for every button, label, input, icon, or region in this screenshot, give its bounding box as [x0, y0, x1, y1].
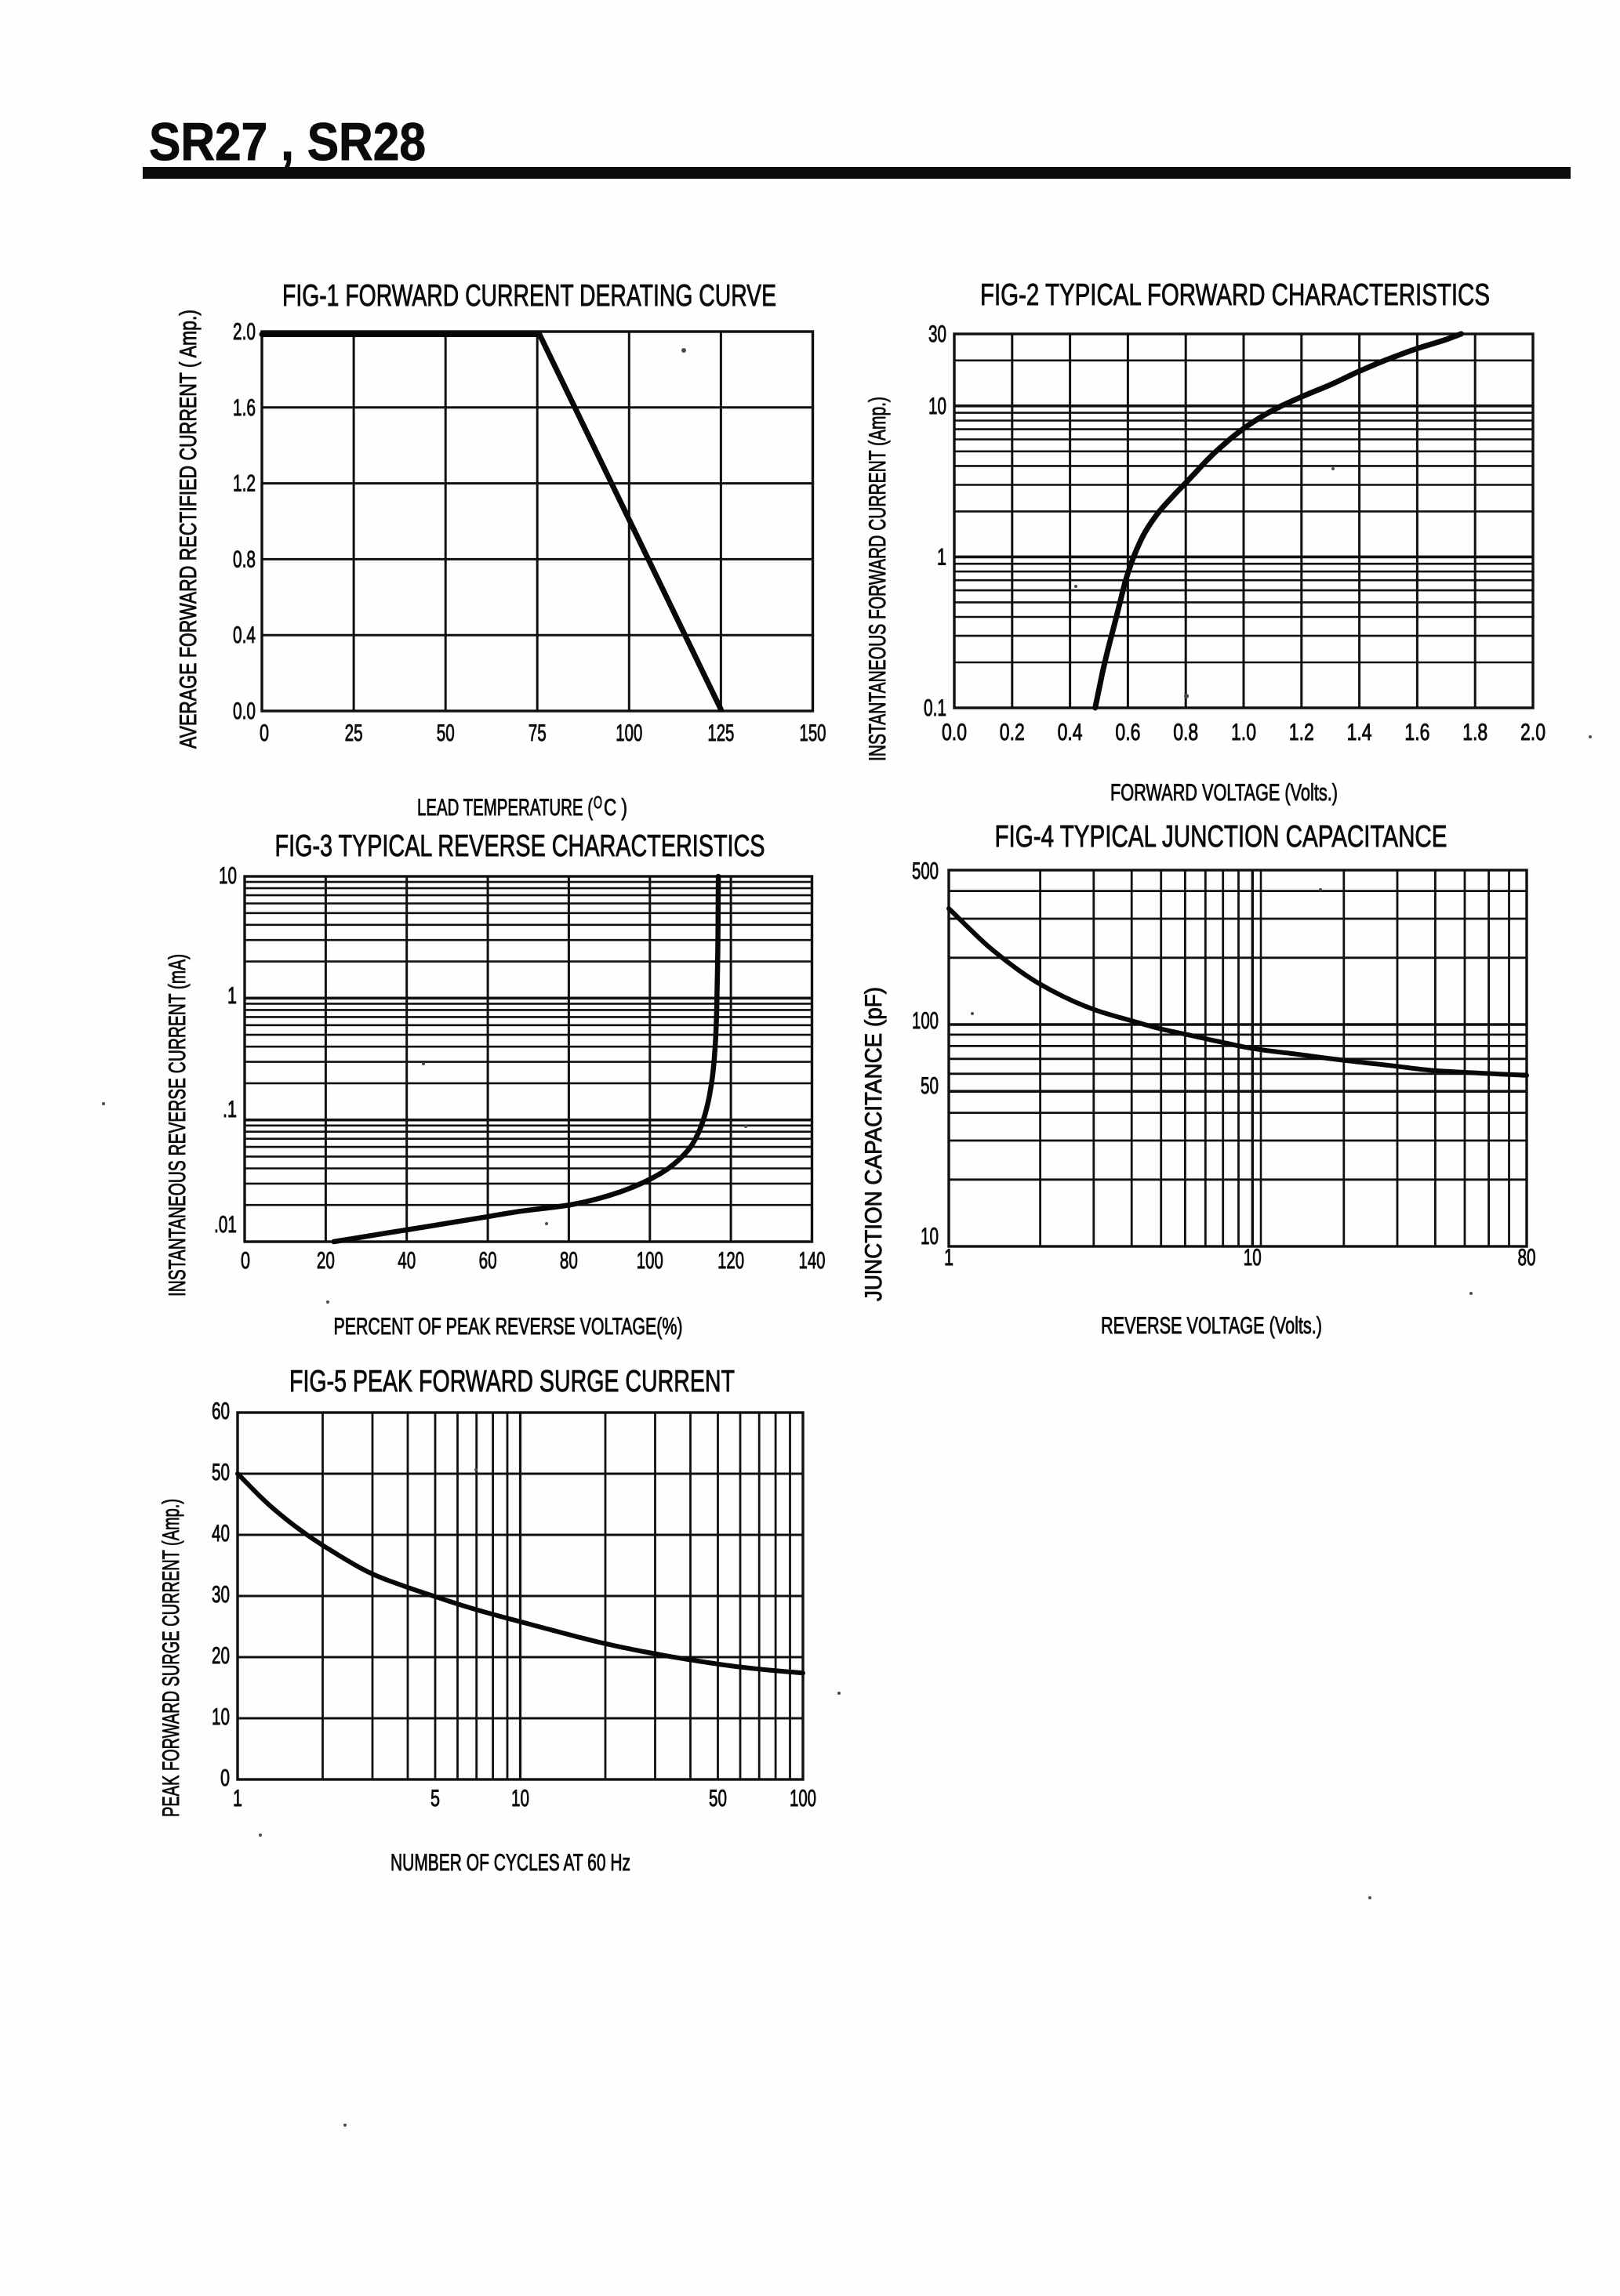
svg-text:30: 30 [928, 321, 946, 347]
svg-text:100: 100 [616, 720, 642, 746]
svg-text:1: 1 [944, 1245, 953, 1271]
svg-text:1.6: 1.6 [233, 395, 256, 421]
svg-text:50: 50 [212, 1460, 230, 1485]
svg-text:0.6: 0.6 [1115, 720, 1140, 745]
svg-text:40: 40 [398, 1248, 416, 1274]
svg-text:LEAD TEMPERATURE (: LEAD TEMPERATURE ( [417, 795, 593, 821]
svg-text:INSTANTANEOUS REVERSE CURRENT: INSTANTANEOUS REVERSE CURRENT (mA) [165, 954, 191, 1297]
svg-text:20: 20 [212, 1643, 230, 1669]
svg-text:20: 20 [317, 1248, 335, 1274]
svg-text:120: 120 [717, 1248, 744, 1274]
svg-text:C ): C ) [604, 795, 627, 821]
svg-text:500: 500 [912, 858, 939, 884]
svg-text:100: 100 [790, 1786, 816, 1812]
svg-text:0.1: 0.1 [924, 695, 946, 721]
svg-text:2.0: 2.0 [1520, 720, 1546, 745]
svg-text:0.0: 0.0 [942, 720, 967, 745]
svg-text:80: 80 [560, 1248, 578, 1274]
svg-text:75: 75 [528, 720, 547, 746]
svg-text:FIG-4 TYPICAL JUNCTION CAPACIT: FIG-4 TYPICAL JUNCTION CAPACITANCE [995, 820, 1447, 854]
svg-text:FIG-1 FORWARD CURRENT DERATING: FIG-1 FORWARD CURRENT DERATING CURVE [282, 279, 776, 313]
svg-text:FIG-5 PEAK FORWARD SURGE CURRE: FIG-5 PEAK FORWARD SURGE CURRENT [289, 1365, 735, 1398]
svg-text:50: 50 [709, 1786, 727, 1812]
svg-text:10: 10 [511, 1786, 529, 1812]
svg-text:0.8: 0.8 [233, 546, 256, 572]
svg-text:INSTANTANEOUS FORWARD CURRENT: INSTANTANEOUS FORWARD CURRENT (Amp.) [865, 397, 891, 761]
svg-text:10: 10 [928, 394, 946, 419]
svg-text:50: 50 [921, 1073, 939, 1099]
svg-text:1: 1 [227, 983, 237, 1009]
svg-text:1: 1 [233, 1786, 242, 1812]
svg-text:PERCENT OF PEAK REVERSE VOLTAG: PERCENT OF PEAK REVERSE VOLTAGE(%) [334, 1314, 683, 1340]
svg-text:PEAK FORWARD SURGE CURRENT (Am: PEAK FORWARD SURGE CURRENT (Amp.) [158, 1499, 184, 1817]
svg-text:40: 40 [212, 1521, 230, 1547]
svg-text:1: 1 [937, 544, 946, 570]
svg-text:SR27 , SR28: SR27 , SR28 [149, 112, 426, 172]
svg-text:10: 10 [219, 863, 237, 889]
svg-text:60: 60 [212, 1398, 230, 1424]
svg-text:0.4: 0.4 [233, 622, 256, 648]
svg-text:10: 10 [1244, 1245, 1262, 1271]
svg-text:0.4: 0.4 [1058, 720, 1083, 745]
svg-text:150: 150 [800, 720, 826, 746]
svg-text:80: 80 [1518, 1245, 1536, 1271]
svg-text:1.6: 1.6 [1404, 720, 1429, 745]
svg-text:1.8: 1.8 [1462, 720, 1487, 745]
svg-text:FIG-2 TYPICAL FORWARD CHARACTE: FIG-2 TYPICAL FORWARD CHARACTERISTICS [980, 278, 1490, 312]
svg-text:0: 0 [241, 1248, 250, 1274]
svg-text:100: 100 [637, 1248, 663, 1274]
svg-text:.1: .1 [223, 1097, 237, 1123]
svg-text:1.2: 1.2 [1289, 720, 1314, 745]
svg-text:1.4: 1.4 [1347, 720, 1372, 745]
svg-text:10: 10 [212, 1704, 230, 1730]
svg-text:30: 30 [212, 1582, 230, 1608]
svg-text:NUMBER OF CYCLES AT 60 Hz: NUMBER OF CYCLES AT 60 Hz [390, 1850, 630, 1876]
svg-text:O: O [594, 793, 602, 812]
svg-text:0.2: 0.2 [1000, 720, 1025, 745]
svg-text:0: 0 [220, 1765, 230, 1791]
svg-text:125: 125 [707, 720, 734, 746]
svg-text:25: 25 [345, 720, 363, 746]
svg-text:.01: .01 [214, 1212, 237, 1238]
svg-text:FORWARD VOLTAGE (Volts.): FORWARD VOLTAGE (Volts.) [1110, 780, 1338, 806]
svg-text:0: 0 [260, 720, 269, 746]
svg-text:140: 140 [799, 1248, 826, 1274]
svg-text:AVERAGE FORWARD RECTIFIED CURR: AVERAGE FORWARD RECTIFIED CURRENT ( Amp.… [176, 310, 202, 749]
svg-text:1.2: 1.2 [233, 471, 256, 497]
svg-text:60: 60 [479, 1248, 497, 1274]
svg-text:0.8: 0.8 [1173, 720, 1198, 745]
svg-text:1.0: 1.0 [1231, 720, 1256, 745]
svg-text:2.0: 2.0 [233, 319, 256, 345]
svg-text:100: 100 [912, 1008, 939, 1034]
svg-text:0.0: 0.0 [233, 698, 256, 724]
svg-text:REVERSE VOLTAGE (Volts.): REVERSE VOLTAGE (Volts.) [1101, 1313, 1322, 1339]
svg-text:5: 5 [430, 1786, 440, 1812]
svg-text:10: 10 [921, 1224, 939, 1250]
svg-text:50: 50 [437, 720, 455, 746]
svg-text:FIG-3 TYPICAL REVERSE CHARACTE: FIG-3 TYPICAL REVERSE CHARACTERISTICS [275, 829, 765, 863]
svg-text:JUNCTION CAPACITANCE (pF): JUNCTION CAPACITANCE (pF) [861, 987, 887, 1301]
